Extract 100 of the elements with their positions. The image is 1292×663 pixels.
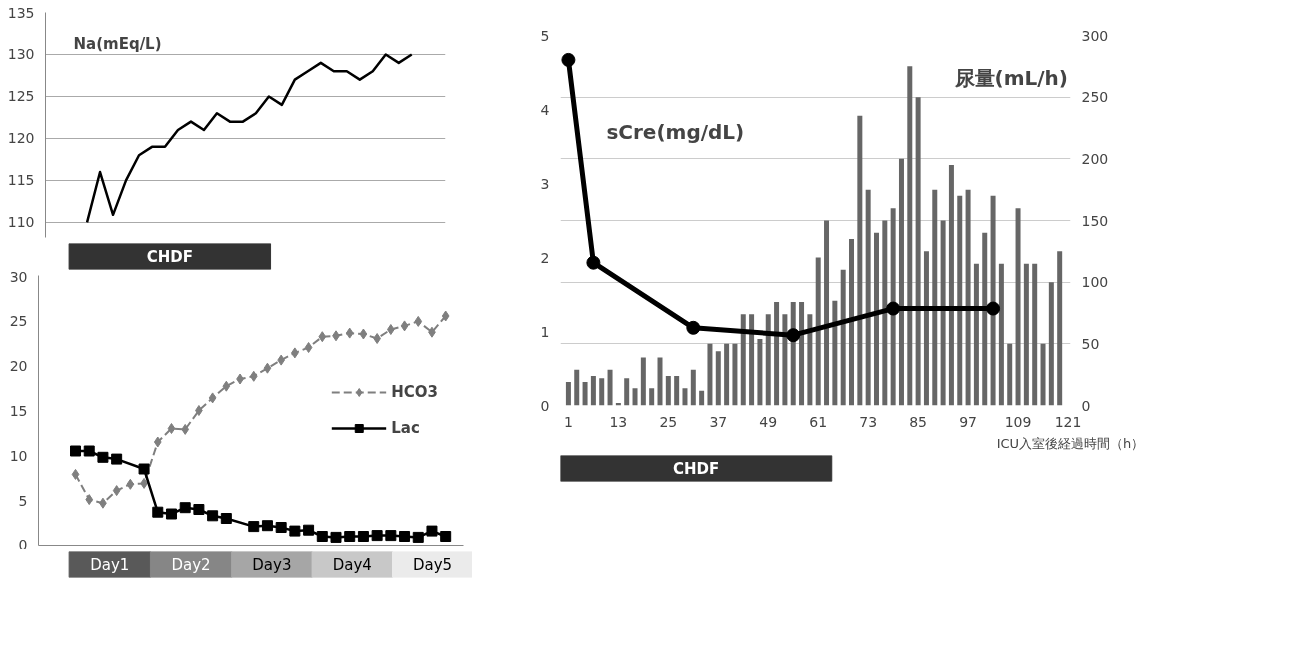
point bbox=[586, 255, 601, 270]
bar bbox=[624, 378, 630, 406]
y-tick-label: 15 bbox=[9, 402, 28, 419]
point bbox=[986, 301, 1001, 316]
y-tick-label: 0 bbox=[18, 536, 28, 553]
point bbox=[414, 315, 423, 327]
bar bbox=[940, 220, 946, 406]
y2-tick-label: 50 bbox=[1081, 335, 1100, 352]
x-tick-label: 121 bbox=[1054, 413, 1082, 430]
bar bbox=[607, 369, 613, 406]
point bbox=[220, 513, 232, 524]
bar bbox=[724, 343, 730, 406]
text: Day5 bbox=[412, 555, 453, 574]
y-tick-label: 3 bbox=[540, 175, 550, 192]
bar bbox=[973, 263, 979, 406]
x-tick-label: 13 bbox=[609, 413, 628, 430]
point bbox=[97, 451, 109, 463]
bar bbox=[565, 382, 571, 406]
x-tick-label: 109 bbox=[1004, 413, 1032, 430]
x-tick-label: 97 bbox=[959, 413, 977, 430]
point bbox=[181, 423, 190, 435]
x-tick-label: 85 bbox=[909, 413, 928, 430]
point bbox=[387, 324, 395, 335]
point bbox=[126, 478, 135, 490]
text: Day4 bbox=[332, 555, 372, 574]
y-tick-label: 125 bbox=[7, 88, 35, 105]
y2-tick-label: 300 bbox=[1081, 27, 1109, 44]
y-tick-label: 110 bbox=[7, 214, 35, 231]
point bbox=[786, 328, 801, 343]
y2-tick-label: 150 bbox=[1081, 212, 1109, 229]
bar bbox=[948, 165, 954, 406]
point bbox=[275, 522, 287, 533]
bar bbox=[799, 301, 805, 406]
bar bbox=[749, 314, 755, 406]
point bbox=[318, 331, 327, 343]
bar bbox=[1023, 263, 1029, 406]
bar bbox=[690, 369, 696, 406]
bar bbox=[890, 208, 896, 406]
bar bbox=[1007, 343, 1013, 406]
bar bbox=[774, 301, 780, 406]
bar bbox=[832, 300, 838, 406]
bar bbox=[649, 388, 655, 406]
bar bbox=[882, 220, 888, 406]
y-tick-label: 130 bbox=[7, 46, 35, 63]
legend-label: Lac bbox=[391, 419, 420, 437]
bar bbox=[982, 232, 988, 406]
bar bbox=[715, 351, 721, 406]
y-tick-label: 5 bbox=[540, 27, 550, 44]
point bbox=[412, 531, 424, 543]
point bbox=[385, 530, 397, 542]
point bbox=[70, 445, 82, 457]
bar bbox=[873, 232, 879, 406]
bar bbox=[682, 388, 688, 406]
point bbox=[111, 453, 123, 465]
point bbox=[359, 328, 368, 340]
point bbox=[426, 525, 438, 537]
text: Day3 bbox=[252, 555, 292, 574]
point bbox=[193, 504, 205, 515]
y-tick-label: 0 bbox=[540, 397, 550, 414]
text: CHDF bbox=[146, 247, 193, 266]
point bbox=[441, 310, 450, 322]
bar bbox=[665, 375, 671, 406]
y2-tick-label: 0 bbox=[1081, 397, 1091, 414]
text: CHDF bbox=[673, 459, 720, 478]
x-tick-label: 49 bbox=[759, 413, 778, 430]
bar bbox=[849, 239, 855, 406]
bar bbox=[657, 357, 663, 406]
bar bbox=[574, 369, 580, 406]
bar bbox=[582, 382, 588, 406]
point bbox=[249, 370, 258, 382]
bar bbox=[632, 388, 638, 406]
text: Day2 bbox=[171, 555, 211, 574]
bar bbox=[865, 189, 871, 406]
y-tick-label: 2 bbox=[540, 249, 550, 266]
x-tick-label: 73 bbox=[859, 413, 878, 430]
point bbox=[316, 531, 328, 542]
point bbox=[371, 530, 383, 542]
y-tick-label: 5 bbox=[18, 492, 28, 509]
point bbox=[886, 301, 901, 316]
x-tick-label: 25 bbox=[659, 413, 678, 430]
bar bbox=[640, 357, 646, 406]
bar bbox=[957, 195, 963, 406]
y-tick-label: 115 bbox=[7, 172, 35, 189]
point bbox=[153, 436, 162, 448]
line-series bbox=[85, 53, 413, 224]
point bbox=[71, 468, 80, 480]
y-tick-label: 1 bbox=[540, 323, 550, 340]
point bbox=[400, 320, 409, 332]
bar bbox=[857, 115, 863, 406]
point bbox=[167, 423, 176, 434]
bar bbox=[590, 375, 596, 406]
point bbox=[373, 333, 381, 344]
x-axis-title: ICU入室後経過時間（h） bbox=[996, 435, 1145, 451]
point bbox=[399, 531, 411, 542]
bar bbox=[923, 251, 929, 406]
x-tick-label: 1 bbox=[563, 413, 573, 430]
bar bbox=[1048, 282, 1054, 406]
y2-tick-label: 100 bbox=[1081, 274, 1109, 291]
bar bbox=[998, 263, 1004, 406]
bar bbox=[965, 189, 971, 406]
